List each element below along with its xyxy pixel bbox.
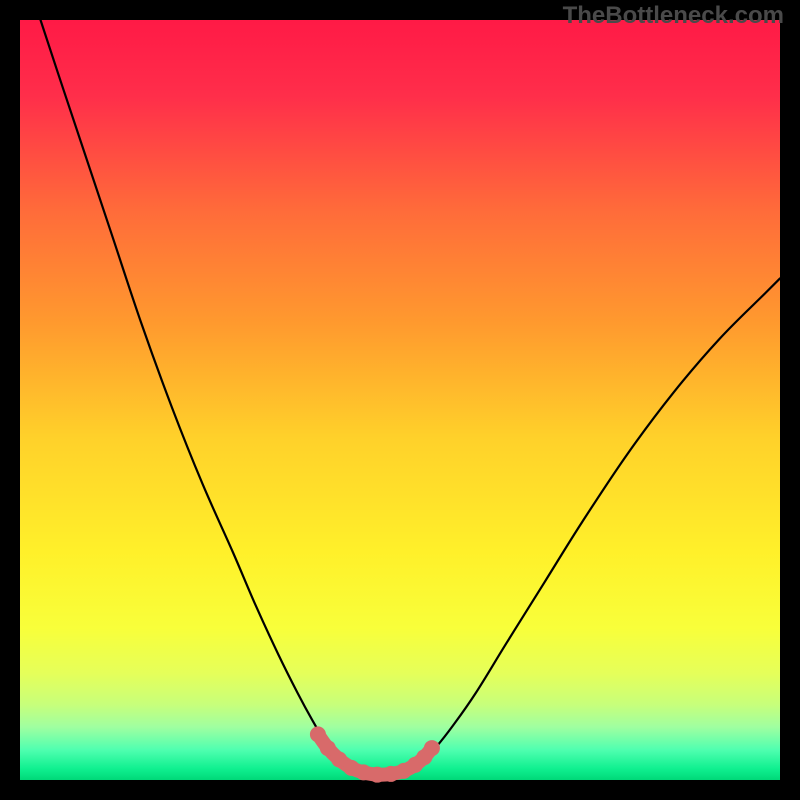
valley-marker <box>369 767 385 783</box>
gradient-background <box>20 20 780 780</box>
valley-marker <box>310 726 326 742</box>
chart-stage: TheBottleneck.com <box>0 0 800 800</box>
valley-marker <box>424 740 440 756</box>
valley-marker <box>356 764 372 780</box>
valley-marker <box>320 740 336 756</box>
chart-svg <box>0 0 800 800</box>
watermark-text: TheBottleneck.com <box>563 2 784 30</box>
